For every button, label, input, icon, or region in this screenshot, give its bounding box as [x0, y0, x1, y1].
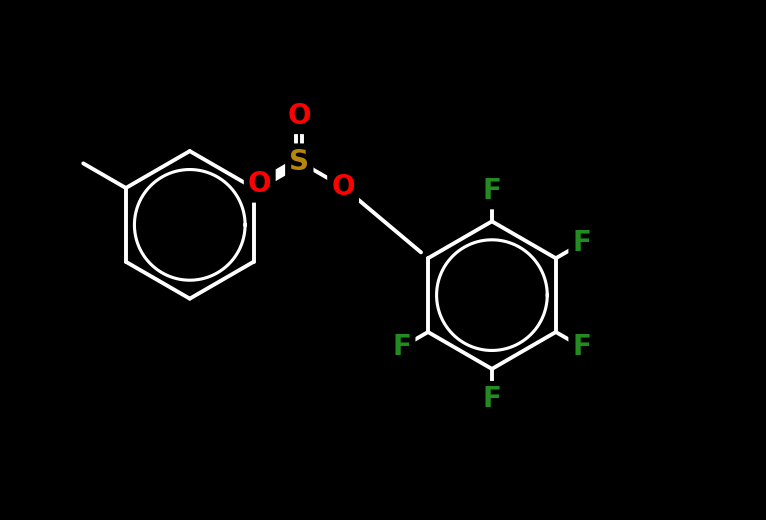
- Text: O: O: [248, 171, 271, 199]
- Text: S: S: [290, 148, 309, 176]
- Text: F: F: [483, 177, 502, 205]
- Text: O: O: [287, 102, 311, 130]
- Text: O: O: [332, 173, 355, 201]
- Text: F: F: [572, 333, 591, 361]
- Text: F: F: [483, 385, 502, 413]
- Text: F: F: [392, 333, 411, 361]
- Text: F: F: [572, 229, 591, 257]
